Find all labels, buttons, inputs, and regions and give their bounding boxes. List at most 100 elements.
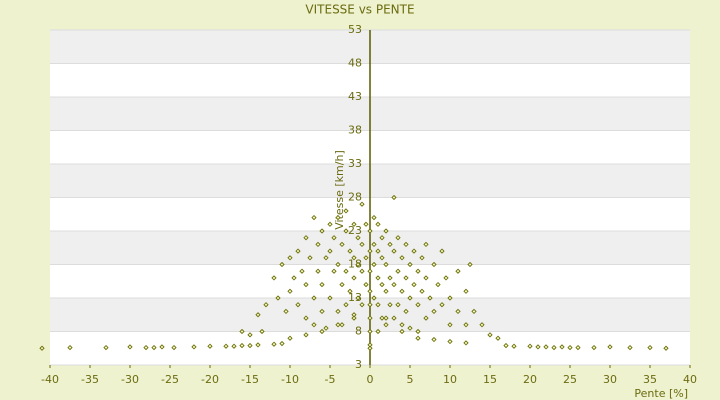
point: [287, 288, 293, 294]
point: [367, 302, 373, 308]
point: [303, 332, 309, 338]
point: [351, 255, 357, 261]
point: [403, 308, 409, 315]
point: [279, 340, 285, 347]
point: [367, 315, 373, 321]
point: [371, 295, 377, 301]
point: [423, 275, 429, 281]
point: [423, 315, 429, 321]
point: [315, 268, 321, 274]
point: [271, 341, 277, 347]
point: [415, 302, 421, 308]
point: [663, 345, 669, 351]
point: [395, 268, 401, 274]
point: [311, 322, 317, 328]
point: [647, 344, 653, 351]
point: [387, 275, 393, 281]
point: [395, 302, 401, 308]
point: [375, 221, 381, 227]
point: [559, 344, 565, 350]
point: [259, 328, 265, 335]
point: [359, 302, 365, 308]
point: [191, 344, 197, 350]
point: [323, 255, 329, 261]
x-tick-label: -35: [81, 373, 99, 386]
x-tick-label: 30: [603, 373, 617, 386]
point: [307, 255, 313, 261]
point: [327, 221, 333, 227]
x-tick-label: -10: [281, 373, 299, 386]
point: [399, 288, 405, 294]
point: [455, 308, 461, 315]
point: [411, 281, 417, 288]
point: [387, 302, 393, 308]
point: [495, 335, 501, 341]
point: [379, 255, 385, 261]
point: [171, 344, 177, 351]
point: [591, 344, 597, 351]
x-tick-label: 40: [683, 373, 697, 386]
point: [367, 288, 373, 294]
point: [311, 295, 317, 301]
point: [627, 344, 633, 351]
point: [423, 241, 429, 248]
point: [387, 241, 393, 248]
point: [231, 343, 237, 349]
point: [395, 235, 401, 241]
x-tick-label: 15: [483, 373, 497, 386]
point: [463, 340, 469, 346]
x-tick-label: 20: [523, 373, 537, 386]
point: [415, 328, 421, 335]
point: [391, 281, 397, 288]
point: [435, 281, 441, 288]
point: [143, 344, 149, 351]
point: [363, 255, 369, 261]
point: [311, 214, 317, 221]
point: [455, 268, 461, 274]
x-tick-label: 25: [563, 373, 577, 386]
point: [283, 308, 289, 315]
point: [371, 261, 377, 268]
point: [535, 344, 541, 350]
x-tick-label: 35: [643, 373, 657, 386]
point: [383, 261, 389, 268]
point: [303, 235, 309, 241]
point: [419, 288, 425, 294]
x-tick-label: -20: [201, 373, 219, 386]
point: [247, 332, 253, 338]
point: [371, 241, 377, 248]
point: [367, 328, 373, 335]
point: [339, 322, 345, 328]
point: [511, 343, 517, 349]
point: [159, 344, 165, 350]
point: [67, 344, 73, 351]
point: [151, 344, 157, 351]
point: [239, 342, 245, 349]
point: [383, 315, 389, 321]
point: [355, 295, 361, 301]
point: [399, 322, 405, 328]
chart-title: VITESSE vs PENTE: [305, 3, 414, 17]
point: [331, 235, 337, 241]
point: [295, 248, 301, 254]
point: [335, 214, 341, 221]
point: [335, 322, 341, 328]
point: [383, 322, 389, 328]
point: [351, 275, 357, 281]
x-tick-label: -40: [41, 373, 59, 386]
point: [39, 345, 45, 351]
point: [271, 275, 277, 281]
point: [363, 281, 369, 288]
y-tick-label: 8: [355, 325, 362, 338]
point: [407, 325, 413, 331]
point: [347, 248, 353, 254]
point: [411, 248, 417, 254]
point: [375, 302, 381, 308]
point: [439, 248, 445, 254]
point: [319, 328, 325, 335]
x-tick-label: 10: [443, 373, 457, 386]
point: [299, 268, 305, 274]
point: [431, 336, 437, 343]
point: [279, 261, 285, 268]
